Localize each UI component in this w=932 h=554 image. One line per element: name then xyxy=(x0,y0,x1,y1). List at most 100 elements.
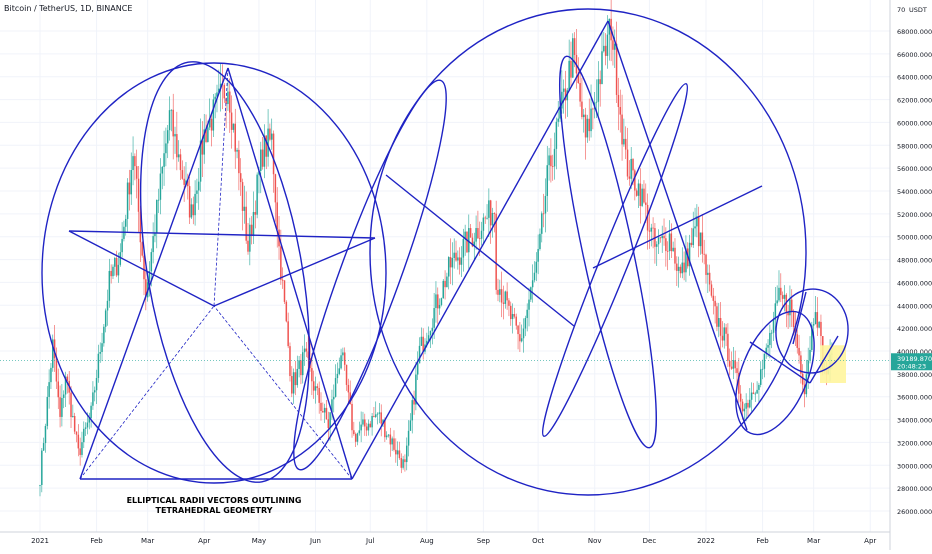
ellipse-shape xyxy=(293,79,447,471)
candle-body xyxy=(703,253,705,255)
candle-body xyxy=(254,212,257,215)
candle-body xyxy=(219,83,222,89)
candle-body xyxy=(433,308,435,328)
candle-body xyxy=(183,178,185,185)
candle-body xyxy=(604,45,607,56)
candle-body xyxy=(159,173,162,200)
candle-body xyxy=(269,128,271,140)
candle-body xyxy=(794,326,797,335)
candle-body xyxy=(360,424,362,431)
candle-body xyxy=(557,118,559,122)
candle-body xyxy=(499,289,501,295)
candle-body xyxy=(772,319,775,333)
candle-body xyxy=(42,443,45,451)
candle-body xyxy=(723,327,725,341)
y-tick-label: 46000.0000 xyxy=(897,279,932,287)
candle-body xyxy=(203,129,205,155)
candle-body xyxy=(55,358,58,382)
candle-body xyxy=(759,369,762,385)
vector-line xyxy=(68,230,215,307)
candle-body xyxy=(364,419,366,427)
candle-body xyxy=(641,188,643,206)
candle-body xyxy=(504,291,507,304)
vector-line xyxy=(792,291,807,345)
x-tick-label: Sep xyxy=(477,537,491,545)
ellipse-shape xyxy=(541,83,689,437)
candle-body xyxy=(551,166,554,168)
candle-body xyxy=(738,372,740,394)
candle-body xyxy=(475,228,477,242)
candle-body xyxy=(440,298,443,305)
candle-body xyxy=(597,79,600,102)
candle-body xyxy=(59,397,61,417)
candle-body xyxy=(767,345,769,348)
candle-body xyxy=(774,303,777,320)
candle-body xyxy=(407,430,410,446)
candle-body xyxy=(125,218,127,227)
candle-body xyxy=(457,257,459,261)
candle-body xyxy=(659,237,662,239)
candle-body xyxy=(296,368,299,386)
y-tick-label: 64000.0000 xyxy=(897,74,932,82)
candle-body xyxy=(128,182,131,195)
vector-line xyxy=(607,20,748,431)
countdown-label: 20:48:23 xyxy=(897,362,926,370)
ellipse-shape xyxy=(735,310,815,436)
candle-body xyxy=(179,154,182,171)
candle-body xyxy=(513,313,516,317)
candle-body xyxy=(145,279,147,298)
candle-body xyxy=(41,450,43,485)
candle-body xyxy=(652,227,654,229)
candle-body xyxy=(387,434,390,436)
candle-body xyxy=(270,133,273,140)
candle-body xyxy=(530,287,532,300)
candle-body xyxy=(137,178,140,212)
drawing-shapes xyxy=(41,8,849,496)
candle-body xyxy=(500,289,503,303)
candle-body xyxy=(635,190,638,196)
candle-body xyxy=(657,237,660,245)
candle-body xyxy=(170,109,173,111)
candle-body xyxy=(520,338,523,342)
candle-body xyxy=(666,250,669,252)
overlay: Bitcoin / TetherUS, 1D, BINANCE ELLIPTIC… xyxy=(0,4,932,515)
candle-body xyxy=(634,170,636,191)
candle-body xyxy=(134,156,136,167)
x-tick-label: May xyxy=(252,537,266,545)
candle-body xyxy=(718,318,720,327)
candle-body xyxy=(343,352,346,365)
candle-body xyxy=(655,244,658,247)
y-tick-label: 28000.0000 xyxy=(897,485,932,493)
candle-body xyxy=(64,376,67,395)
candle-body xyxy=(555,121,558,149)
candle-body xyxy=(811,325,813,350)
candle-body xyxy=(566,90,569,101)
candle-body xyxy=(488,200,490,218)
candle-body xyxy=(229,91,231,113)
candle-body xyxy=(564,88,567,101)
candle-body xyxy=(781,295,784,299)
candle-body xyxy=(559,108,561,119)
candle-body xyxy=(681,262,684,274)
candle-body xyxy=(422,336,424,352)
currency-label: USDT xyxy=(909,6,927,14)
x-tick-label: Apr xyxy=(864,537,876,545)
candle-body xyxy=(650,227,653,232)
candle-body xyxy=(645,202,647,205)
candle-body xyxy=(374,414,377,417)
candle-body xyxy=(816,312,819,328)
x-tick-label: Dec xyxy=(643,537,657,545)
candle-body xyxy=(734,360,736,369)
candle-body xyxy=(349,392,351,404)
candle-body xyxy=(646,204,649,231)
y-tick-label: 48000.0000 xyxy=(897,257,932,265)
candle-body xyxy=(243,206,246,211)
candle-body xyxy=(648,230,651,232)
candle-body xyxy=(606,34,609,56)
candle-body xyxy=(820,321,822,337)
candle-body xyxy=(50,367,52,383)
candle-body xyxy=(690,242,693,246)
candle-body xyxy=(156,199,158,234)
